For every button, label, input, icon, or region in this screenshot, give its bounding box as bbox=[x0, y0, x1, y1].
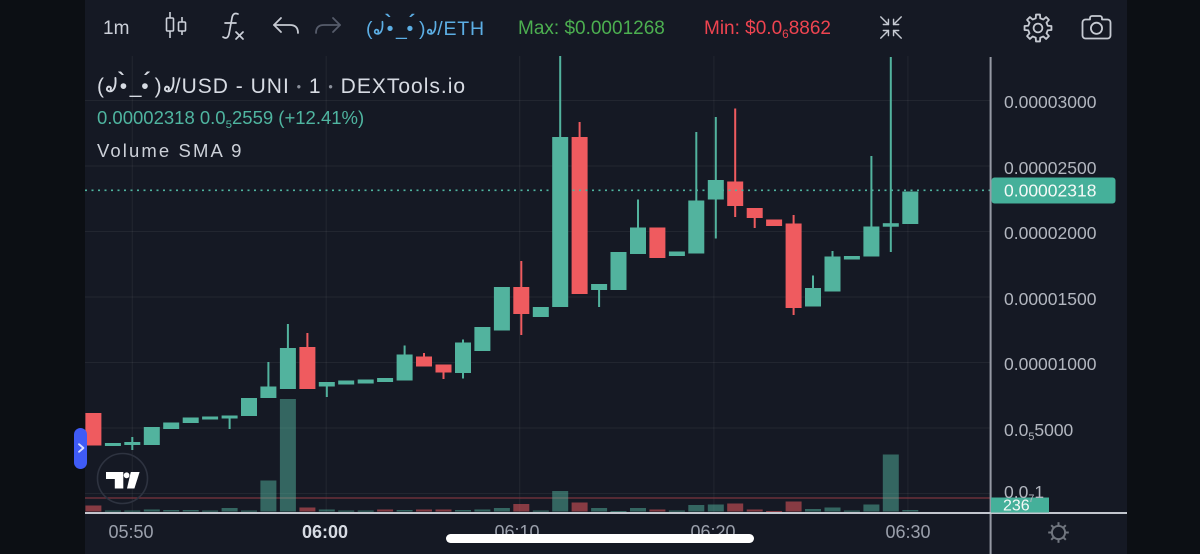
svg-text:236: 236 bbox=[1003, 498, 1030, 515]
svg-text:0.00002318: 0.00002318 bbox=[1004, 181, 1096, 201]
